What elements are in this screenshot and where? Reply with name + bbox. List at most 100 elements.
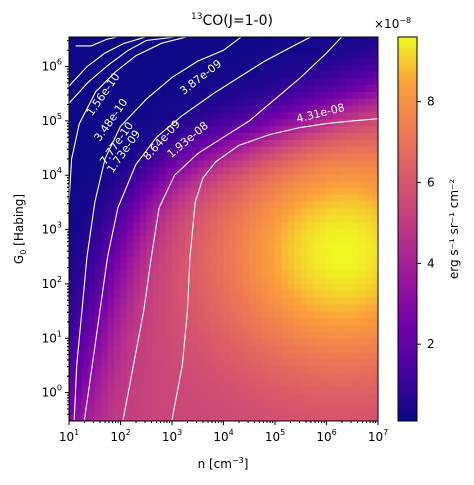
heatmap-cell bbox=[300, 297, 308, 306]
heatmap-cell bbox=[352, 366, 360, 374]
heatmap-cell bbox=[159, 338, 167, 347]
heatmap-cell bbox=[242, 133, 250, 141]
heatmap-cell bbox=[236, 373, 244, 381]
heatmap-cell bbox=[159, 249, 167, 258]
heatmap-cell bbox=[88, 43, 96, 52]
heatmap-cell bbox=[300, 304, 308, 312]
heatmap-cell bbox=[320, 229, 328, 237]
heatmap-cell bbox=[345, 414, 353, 421]
heatmap-cell bbox=[307, 126, 315, 134]
heatmap-cell bbox=[345, 194, 353, 203]
heatmap-cell bbox=[371, 98, 378, 107]
heatmap-cell bbox=[210, 249, 218, 258]
heatmap-cell bbox=[184, 366, 192, 374]
heatmap-cell bbox=[275, 331, 283, 340]
heatmap-cell bbox=[307, 318, 315, 326]
heatmap-cell bbox=[178, 297, 186, 306]
heatmap-cell bbox=[133, 160, 141, 168]
heatmap-cell bbox=[352, 249, 360, 258]
heatmap-cell bbox=[75, 325, 83, 333]
heatmap-cell bbox=[287, 153, 295, 162]
heatmap-cell bbox=[133, 352, 141, 360]
heatmap-cell bbox=[88, 64, 96, 72]
heatmap-cell bbox=[223, 208, 231, 216]
heatmap-cell bbox=[178, 242, 186, 251]
heatmap-cell bbox=[165, 311, 173, 319]
heatmap-cell bbox=[165, 98, 173, 107]
heatmap-cell bbox=[287, 359, 295, 367]
heatmap-cell bbox=[217, 98, 225, 107]
y-axis-label-main: G bbox=[12, 255, 26, 264]
heatmap-cell bbox=[300, 57, 308, 66]
heatmap-cell bbox=[197, 146, 205, 155]
heatmap-cell bbox=[268, 414, 276, 421]
heatmap-cell bbox=[210, 222, 218, 230]
heatmap-cell bbox=[371, 249, 378, 258]
heatmap-cell bbox=[345, 359, 353, 367]
heatmap-cell bbox=[268, 400, 276, 408]
heatmap-cell bbox=[300, 277, 308, 285]
heatmap-cell bbox=[81, 194, 89, 203]
heatmap-cell bbox=[345, 126, 353, 134]
heatmap-cell bbox=[139, 277, 147, 285]
heatmap-cell bbox=[268, 331, 276, 340]
heatmap-cell bbox=[294, 414, 302, 421]
heatmap-cell bbox=[217, 71, 225, 79]
heatmap-cell bbox=[275, 325, 283, 333]
heatmap-cell bbox=[107, 187, 115, 196]
heatmap-cell bbox=[236, 126, 244, 134]
heatmap-cell bbox=[178, 105, 186, 114]
heatmap-cell bbox=[139, 290, 147, 299]
heatmap-cell bbox=[320, 331, 328, 340]
heatmap-cell bbox=[184, 187, 192, 196]
heatmap-cell bbox=[191, 379, 199, 388]
heatmap-cell bbox=[339, 366, 347, 374]
heatmap-cell bbox=[197, 338, 205, 347]
heatmap-cell bbox=[159, 37, 167, 45]
heatmap-cell bbox=[300, 359, 308, 367]
heatmap-cell bbox=[326, 78, 334, 86]
heatmap-cell bbox=[326, 407, 334, 415]
heatmap-cell bbox=[281, 71, 289, 79]
heatmap-cell bbox=[223, 98, 231, 107]
heatmap-cell bbox=[197, 187, 205, 196]
heatmap-cell bbox=[120, 283, 128, 292]
heatmap-cell bbox=[165, 379, 173, 388]
heatmap-cell bbox=[159, 325, 167, 333]
heatmap-cell bbox=[191, 311, 199, 319]
heatmap-cell bbox=[287, 318, 295, 326]
heatmap-cell bbox=[307, 229, 315, 237]
heatmap-cell bbox=[229, 366, 237, 374]
heatmap-cell bbox=[332, 215, 340, 223]
heatmap-cell bbox=[358, 352, 366, 360]
heatmap-cell bbox=[133, 229, 141, 237]
heatmap-cell bbox=[217, 414, 225, 421]
heatmap-cell bbox=[81, 229, 89, 237]
heatmap-cell bbox=[313, 64, 321, 72]
heatmap-cell bbox=[94, 187, 102, 196]
colorbar-label: erg s⁻¹ sr⁻¹ cm⁻² bbox=[447, 179, 461, 280]
heatmap-cell bbox=[159, 290, 167, 299]
heatmap-cell bbox=[287, 366, 295, 374]
heatmap-cell bbox=[326, 167, 334, 175]
heatmap-cell bbox=[236, 160, 244, 168]
heatmap-cell bbox=[236, 64, 244, 72]
heatmap-cell bbox=[300, 311, 308, 319]
heatmap-cell bbox=[358, 85, 366, 93]
heatmap-cell bbox=[307, 256, 315, 264]
heatmap-cell bbox=[255, 331, 263, 340]
heatmap-cell bbox=[204, 105, 212, 114]
heatmap-cell bbox=[88, 359, 96, 367]
heatmap-cell bbox=[229, 414, 237, 421]
heatmap-cell bbox=[126, 64, 134, 72]
heatmap-cell bbox=[146, 352, 154, 360]
heatmap-cell bbox=[191, 215, 199, 223]
heatmap-cell bbox=[210, 37, 218, 45]
heatmap-cell bbox=[217, 249, 225, 258]
heatmap-cell bbox=[210, 379, 218, 388]
heatmap-cell bbox=[223, 290, 231, 299]
heatmap-cell bbox=[229, 181, 237, 189]
heatmap-cell bbox=[210, 229, 218, 237]
heatmap-cell bbox=[120, 208, 128, 216]
heatmap-cell bbox=[191, 167, 199, 175]
